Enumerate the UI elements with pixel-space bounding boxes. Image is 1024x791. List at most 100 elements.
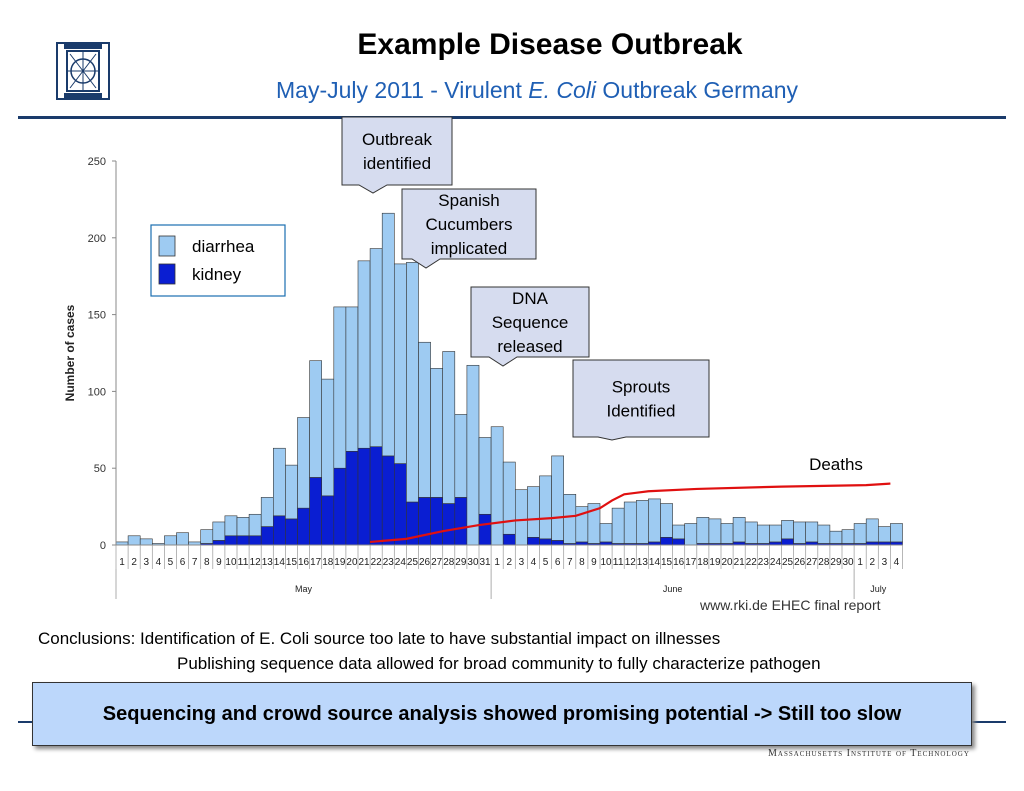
annotation-callout: DNA Sequence released — [470, 286, 590, 367]
legend-swatch — [158, 263, 176, 285]
x-tick-label: 27 — [806, 557, 818, 568]
x-tick-label: 9 — [591, 557, 597, 568]
bar-diarrhea — [890, 523, 903, 543]
conclusion-text: Publishing sequence data allowed for bro… — [177, 654, 821, 673]
subtitle-organism: E. Coli — [528, 77, 597, 103]
subtitle-part: Outbreak Germany — [596, 77, 798, 103]
x-tick-label: 4 — [894, 557, 900, 568]
bar-diarrhea — [720, 523, 734, 544]
header-divider — [18, 116, 1006, 119]
bar-diarrhea — [442, 351, 456, 504]
callout-box — [572, 359, 710, 441]
subtitle-part: May-July 2011 - Virulent — [276, 77, 529, 103]
x-tick-label: 28 — [818, 557, 830, 568]
callout-box — [470, 286, 590, 367]
x-tick-label: 29 — [455, 557, 467, 568]
x-tick-label: 26 — [419, 557, 431, 568]
bar-diarrhea — [297, 417, 310, 509]
x-tick-label: 15 — [661, 557, 673, 568]
bar-kidney — [309, 477, 323, 546]
bar-diarrhea — [309, 360, 323, 478]
bar-diarrhea — [430, 368, 444, 498]
x-tick-label: 3 — [519, 557, 525, 568]
y-tick-label: 100 — [88, 386, 106, 398]
y-tick-label: 50 — [94, 463, 106, 475]
x-tick-label: 6 — [180, 557, 186, 568]
bar-diarrhea — [853, 523, 867, 544]
x-tick-label: 8 — [204, 557, 210, 568]
legend-label: diarrhea — [192, 237, 255, 256]
footer-org: Massachusetts Institute of Technology — [768, 748, 970, 759]
x-tick-label: 12 — [625, 557, 637, 568]
annotation-callout: Outbreak identified — [341, 116, 453, 194]
bar-kidney — [478, 513, 492, 546]
x-tick-label: 14 — [274, 557, 286, 568]
x-tick-label: 2 — [506, 557, 512, 568]
bar-diarrhea — [599, 523, 613, 543]
bar-kidney — [527, 537, 540, 546]
bar-kidney — [442, 503, 456, 546]
page-title: Example Disease Outbreak — [357, 28, 743, 61]
x-tick-label: 23 — [383, 557, 395, 568]
callout-text: Outbreak — [362, 130, 432, 149]
bar-kidney — [333, 467, 347, 546]
x-tick-label: 25 — [782, 557, 794, 568]
legend-label: kidney — [192, 265, 242, 284]
x-tick-label: 14 — [649, 557, 661, 568]
summary-banner: Sequencing and crowd source analysis sho… — [32, 682, 972, 746]
x-tick-label: 21 — [359, 557, 371, 568]
legend-swatch — [158, 235, 176, 257]
x-tick-label: 15 — [286, 557, 298, 568]
bar-diarrhea — [539, 475, 552, 540]
deaths-line — [370, 482, 891, 544]
conclusion-text: Conclusions: Identification of E. Coli s… — [38, 629, 721, 648]
callout-box — [401, 188, 537, 269]
x-tick-label: 16 — [673, 557, 685, 568]
bar-diarrhea — [139, 538, 153, 546]
x-tick-label: 30 — [843, 557, 855, 568]
bar-diarrhea — [732, 517, 746, 543]
bar-diarrhea — [877, 526, 891, 543]
callout-text: identified — [363, 154, 431, 173]
bar-kidney — [297, 507, 310, 546]
x-tick-label: 22 — [371, 557, 383, 568]
bar-kidney — [418, 497, 431, 546]
x-tick-label: 17 — [685, 557, 697, 568]
deaths-label: Deaths — [809, 455, 863, 474]
bar-kidney — [212, 540, 226, 546]
x-tick-label: 19 — [334, 557, 346, 568]
bar-diarrhea — [418, 341, 431, 498]
x-tick-label: 1 — [857, 557, 863, 568]
footer-divider — [972, 721, 1006, 723]
callout-text: Identified — [607, 402, 676, 421]
x-tick-label: 31 — [480, 557, 492, 568]
y-tick-label: 150 — [88, 310, 106, 322]
bar-kidney — [430, 497, 444, 546]
x-tick-label: 18 — [322, 557, 334, 568]
bar-diarrhea — [660, 503, 673, 538]
bar-diarrhea — [865, 518, 879, 543]
x-tick-label: 24 — [770, 557, 782, 568]
mit-logo-icon — [56, 42, 110, 100]
y-tick-label: 0 — [100, 540, 106, 552]
bar-diarrhea — [841, 529, 855, 544]
x-tick-label: 20 — [722, 557, 734, 568]
x-tick-label: 7 — [567, 557, 573, 568]
bar-diarrhea — [212, 521, 226, 541]
x-tick-label: 24 — [395, 557, 407, 568]
bar-diarrhea — [829, 530, 843, 544]
bar-diarrhea — [369, 248, 383, 447]
callout-text: Cucumbers — [426, 215, 513, 234]
bar-kidney — [454, 497, 468, 546]
bar-diarrhea — [381, 212, 395, 457]
x-tick-label: 3 — [143, 557, 149, 568]
bar-diarrhea — [563, 494, 577, 544]
y-tick-label: 200 — [88, 233, 106, 245]
bar-kidney — [381, 455, 395, 546]
bar-diarrhea — [200, 529, 214, 544]
bar-kidney — [502, 533, 516, 546]
callout-text: Spanish — [438, 191, 499, 210]
x-tick-label: 28 — [443, 557, 455, 568]
x-tick-label: 23 — [758, 557, 770, 568]
